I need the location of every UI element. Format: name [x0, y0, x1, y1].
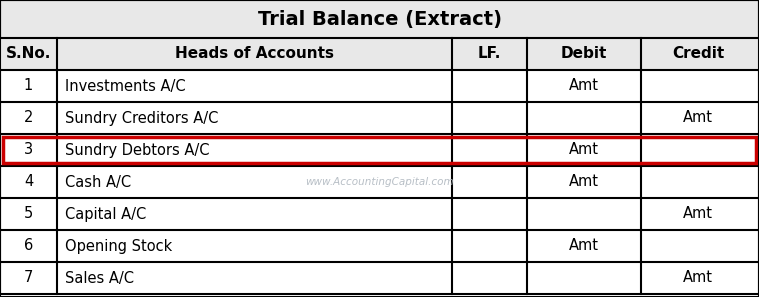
Text: Capital A/C: Capital A/C: [65, 206, 146, 222]
Text: Amt: Amt: [683, 271, 713, 285]
Text: Heads of Accounts: Heads of Accounts: [175, 47, 334, 61]
Text: 3: 3: [24, 143, 33, 157]
Text: Amt: Amt: [683, 110, 713, 126]
Text: 2: 2: [24, 110, 33, 126]
Text: Debit: Debit: [561, 47, 607, 61]
Text: Amt: Amt: [569, 238, 599, 254]
Bar: [0, 102, 759, 134]
Bar: [0, 134, 759, 166]
Text: Amt: Amt: [569, 175, 599, 189]
Bar: [0, 0, 759, 38]
Bar: [0, 262, 759, 294]
Text: 7: 7: [24, 271, 33, 285]
Bar: [0, 70, 759, 102]
Text: Investments A/C: Investments A/C: [65, 78, 186, 94]
Bar: [0, 38, 759, 70]
Text: 4: 4: [24, 175, 33, 189]
Text: Sundry Debtors A/C: Sundry Debtors A/C: [65, 143, 209, 157]
Text: www.AccountingCapital.com: www.AccountingCapital.com: [305, 177, 454, 187]
Bar: [0, 166, 759, 198]
Text: Sales A/C: Sales A/C: [65, 271, 134, 285]
Text: Amt: Amt: [683, 206, 713, 222]
Text: Trial Balance (Extract): Trial Balance (Extract): [257, 10, 502, 29]
Bar: [3, 137, 756, 163]
Text: Opening Stock: Opening Stock: [65, 238, 172, 254]
Text: 5: 5: [24, 206, 33, 222]
Text: 6: 6: [24, 238, 33, 254]
Text: Cash A/C: Cash A/C: [65, 175, 131, 189]
Text: LF.: LF.: [478, 47, 501, 61]
Bar: [0, 230, 759, 262]
Text: Sundry Creditors A/C: Sundry Creditors A/C: [65, 110, 219, 126]
Text: Credit: Credit: [672, 47, 724, 61]
Text: Amt: Amt: [569, 78, 599, 94]
Text: S.No.: S.No.: [6, 47, 51, 61]
Bar: [0, 198, 759, 230]
Text: 1: 1: [24, 78, 33, 94]
Text: Amt: Amt: [569, 143, 599, 157]
